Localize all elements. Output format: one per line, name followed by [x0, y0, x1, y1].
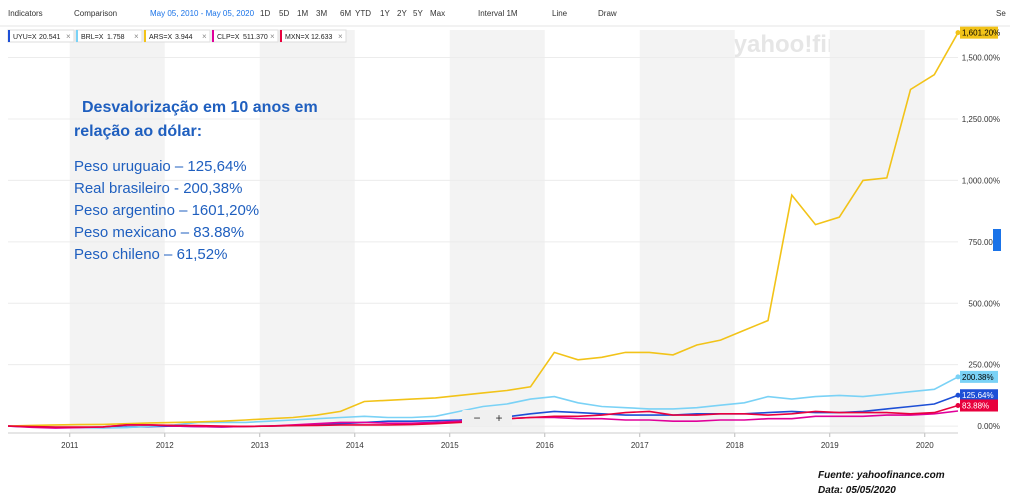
end-tag — [960, 389, 998, 402]
legend-close[interactable]: × — [134, 32, 139, 41]
legend-swatch — [144, 30, 146, 42]
legend-close[interactable]: × — [202, 32, 207, 41]
x-tick-label: 2013 — [251, 441, 269, 450]
annotation: Desvalorização em 10 anos em relação ao d… — [74, 96, 318, 266]
end-tag — [960, 26, 998, 39]
source: Fuente: yahoofinance.com — [818, 470, 945, 481]
y-tick-label: 1,250.00% — [962, 115, 1000, 124]
legend-name: CLP=X — [217, 34, 240, 41]
date-range[interactable]: May 05, 2010 - May 05, 2020 — [150, 9, 255, 18]
annotation-heading: relação ao dólar: — [74, 123, 203, 140]
end-point — [955, 30, 961, 36]
year-band — [69, 30, 165, 433]
line-button[interactable]: Line — [552, 9, 568, 18]
year-band — [259, 30, 355, 433]
legend-close[interactable]: × — [270, 32, 275, 41]
comparison-button[interactable]: Comparison — [74, 9, 118, 18]
legend-item[interactable]: UYU=X 20.541 × — [7, 29, 75, 43]
footer: Fuente: yahoofinance.com Data: 05/05/202… — [818, 468, 945, 498]
y-tick-label: 1,000.00% — [962, 176, 1000, 185]
annotation-line: Peso uruguaio – 125,64% — [74, 158, 247, 175]
year-band — [639, 30, 735, 433]
legend-item[interactable]: BRL=X 1.758 × — [75, 29, 143, 43]
series-line — [7, 32, 959, 427]
legend-name: ARS=X — [149, 34, 172, 41]
legend-close[interactable]: × — [66, 32, 71, 41]
x-tick-label: 2016 — [536, 441, 554, 450]
x-tick-label: 2020 — [916, 441, 934, 450]
annotation-line: Real brasileiro - 200,38% — [74, 180, 243, 197]
annotation-line: Peso chileno – 61,52% — [74, 246, 228, 263]
side-handle[interactable] — [993, 229, 1001, 251]
legend-value: 511.370 — [243, 34, 268, 41]
end-tag-label: 200.38% — [962, 373, 994, 382]
x-tick-label: 2017 — [631, 441, 649, 450]
range-button[interactable]: 5D — [279, 9, 290, 18]
y-tick-label: 250.00% — [968, 361, 1000, 370]
range-button[interactable]: 1M — [297, 9, 309, 18]
year-band — [449, 30, 545, 433]
range-button[interactable]: 2Y — [397, 9, 407, 18]
date: Data: 05/05/2020 — [818, 485, 896, 496]
annotation-line: Peso mexicano – 83.88% — [74, 224, 245, 241]
legend-item[interactable]: MXN=X 12.633 × — [279, 29, 347, 43]
zoom-panel — [462, 410, 512, 426]
range-button[interactable]: 3M — [316, 9, 328, 18]
legend-value: 12.633 — [311, 34, 333, 41]
legend-swatch — [8, 30, 10, 42]
end-point — [955, 374, 961, 380]
indicators-button[interactable]: Indicators — [8, 9, 43, 18]
legend-swatch — [76, 30, 78, 42]
legend-value: 3.944 — [175, 34, 193, 41]
x-tick-label: 2019 — [821, 441, 839, 450]
legend-item[interactable]: CLP=X 511.370 × — [211, 29, 279, 43]
legend-item[interactable]: ARS=X 3.944 × — [143, 29, 211, 43]
interval-button[interactable]: Interval 1M — [478, 9, 518, 18]
end-point — [955, 392, 961, 398]
range-button[interactable]: Max — [430, 9, 446, 18]
chart: yahoo!finance 2011 2012 2013 2014 2015 2016 20… — [0, 25, 1010, 450]
end-tag — [960, 370, 998, 383]
end-point — [955, 403, 961, 409]
x-tick-label: 2011 — [61, 441, 79, 450]
legend-name: BRL=X — [81, 34, 104, 41]
interval-label: Interval — [478, 9, 505, 18]
legend-swatch — [212, 30, 214, 42]
range-button[interactable]: YTD — [355, 9, 371, 18]
range-button[interactable]: 5Y — [413, 9, 423, 18]
y-tick-label: 0.00% — [977, 422, 1000, 431]
range-button[interactable]: 6M — [340, 9, 352, 18]
legend-value: 1.758 — [107, 34, 125, 41]
annotation-line: Peso argentino – 1601,20% — [74, 202, 260, 219]
x-tick-label: 2018 — [726, 441, 744, 450]
range-button[interactable]: 1D — [260, 9, 271, 18]
y-tick-label: 750.00% — [968, 238, 1000, 247]
y-tick-label: 1,500.00% — [962, 54, 1000, 63]
x-tick-label: 2014 — [346, 441, 364, 450]
end-tag — [960, 399, 998, 412]
x-tick-label: 2012 — [156, 441, 174, 450]
zoom-out[interactable]: − — [473, 411, 480, 425]
legend-close[interactable]: × — [338, 32, 343, 41]
legend-name: MXN=X — [285, 34, 310, 41]
end-tag-label: 83.88% — [962, 402, 989, 411]
end-tag-label: 125.64% — [962, 391, 994, 400]
range-button[interactable]: 1Y — [380, 9, 390, 18]
end-tag-label: 1,601.20% — [962, 29, 1000, 38]
y-tick-label: 500.00% — [968, 299, 1000, 308]
settings-button[interactable]: Se — [996, 9, 1006, 18]
spacer — [74, 144, 318, 156]
zoom-in[interactable]: + — [495, 411, 502, 425]
interval-value: 1M — [506, 9, 518, 18]
legend-swatch — [280, 30, 282, 42]
x-tick-label: 2015 — [441, 441, 459, 450]
annotation-heading: Desvalorização em 10 anos em — [82, 99, 318, 116]
draw-button[interactable]: Draw — [598, 9, 617, 18]
legend-value: 20.541 — [39, 34, 61, 41]
legend-name: UYU=X — [13, 34, 37, 41]
